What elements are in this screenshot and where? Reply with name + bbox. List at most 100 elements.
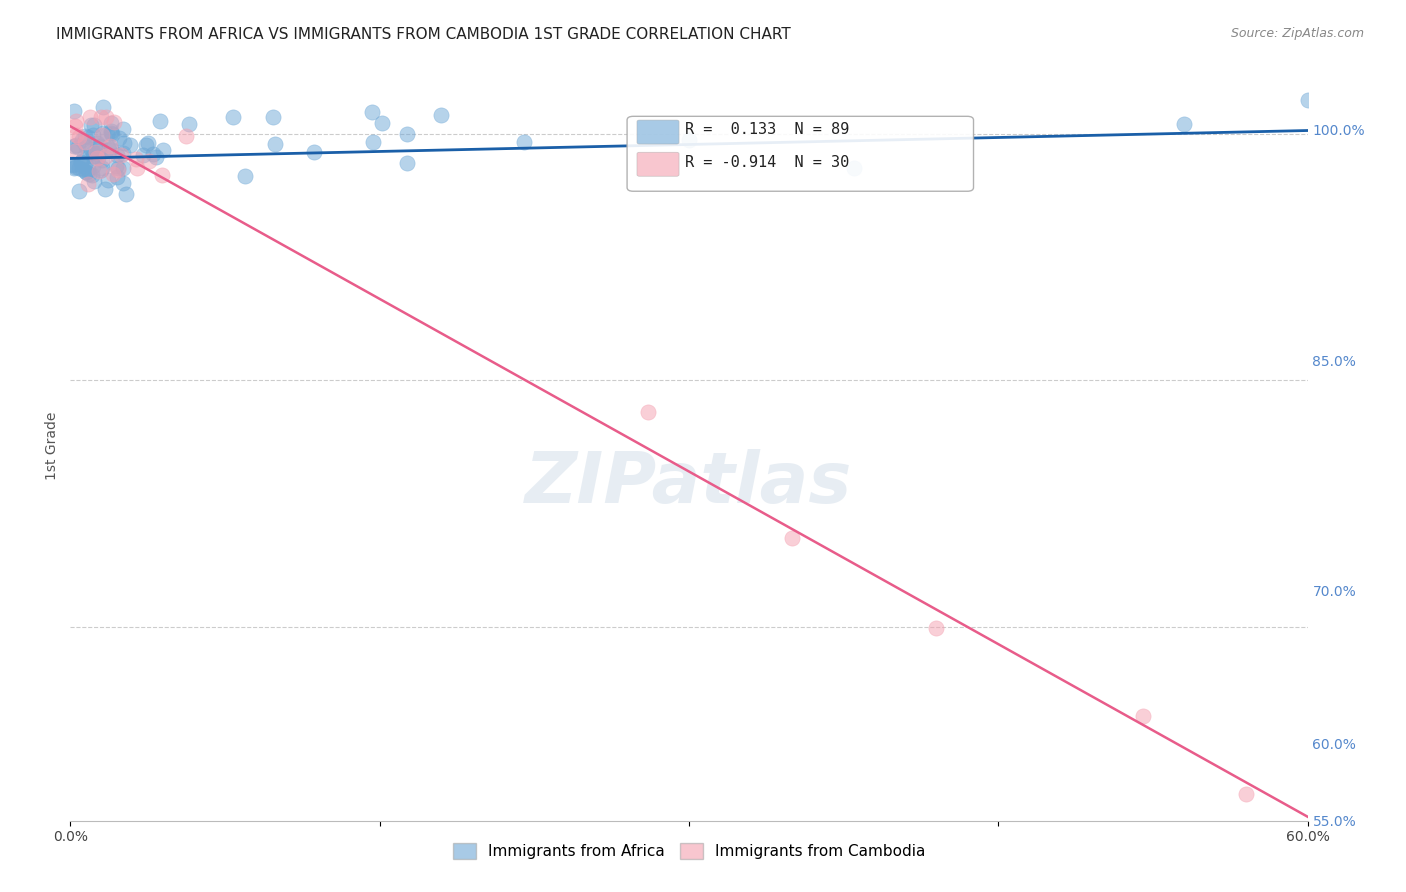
- Point: [395, 156, 418, 170]
- Point: [98, 142, 121, 156]
- Point: [65, 138, 87, 153]
- Point: [80, 143, 103, 157]
- Point: [96, 149, 118, 163]
- Point: [90, 161, 112, 176]
- Point: [65, 160, 87, 174]
- Point: [361, 105, 384, 120]
- Point: [110, 148, 132, 162]
- Point: [127, 161, 149, 175]
- Legend: Immigrants from Africa, Immigrants from Cambodia: Immigrants from Africa, Immigrants from …: [447, 838, 931, 865]
- Point: [108, 131, 131, 145]
- Point: [86, 145, 108, 159]
- Point: [179, 116, 201, 130]
- Point: [1132, 708, 1154, 723]
- Point: [111, 146, 134, 161]
- Point: [82, 168, 104, 182]
- Point: [82, 159, 104, 173]
- Point: [174, 129, 197, 144]
- Point: [77, 177, 100, 191]
- Text: ZIPatlas: ZIPatlas: [526, 449, 852, 518]
- Point: [1296, 93, 1319, 107]
- Point: [925, 621, 948, 635]
- Point: [135, 137, 157, 152]
- Point: [65, 114, 87, 128]
- Text: R = -0.914  N = 30: R = -0.914 N = 30: [685, 155, 849, 170]
- Point: [107, 147, 129, 161]
- Point: [73, 150, 96, 164]
- Point: [152, 143, 174, 157]
- Point: [842, 161, 865, 175]
- Point: [637, 405, 659, 419]
- Point: [1234, 787, 1257, 801]
- Point: [100, 126, 122, 140]
- Point: [302, 145, 325, 159]
- Point: [1173, 116, 1195, 130]
- Point: [93, 126, 115, 140]
- Point: [430, 108, 453, 122]
- Point: [107, 163, 129, 178]
- Point: [396, 127, 419, 141]
- Point: [76, 162, 98, 177]
- Point: [513, 135, 536, 149]
- Point: [100, 142, 122, 156]
- Point: [83, 174, 105, 188]
- Point: [222, 110, 245, 124]
- Point: [100, 124, 122, 138]
- Point: [77, 167, 100, 181]
- Point: [100, 116, 122, 130]
- Y-axis label: 1st Grade: 1st Grade: [45, 412, 59, 480]
- Point: [94, 182, 117, 196]
- Point: [87, 163, 110, 178]
- Point: [65, 128, 87, 143]
- Point: [112, 136, 135, 150]
- Point: [75, 139, 97, 153]
- Point: [145, 150, 167, 164]
- Point: [70, 154, 93, 169]
- Point: [73, 156, 96, 170]
- Point: [87, 140, 110, 154]
- Point: [361, 136, 384, 150]
- Point: [98, 139, 121, 153]
- Point: [67, 184, 90, 198]
- Point: [125, 152, 148, 166]
- Point: [96, 127, 118, 141]
- FancyBboxPatch shape: [637, 153, 679, 177]
- Point: [63, 119, 86, 133]
- Point: [70, 155, 93, 169]
- Point: [94, 111, 117, 125]
- Point: [90, 153, 112, 168]
- Point: [60, 157, 83, 171]
- Point: [112, 161, 135, 175]
- Point: [371, 116, 394, 130]
- Text: R =  0.133  N = 89: R = 0.133 N = 89: [685, 122, 849, 137]
- Point: [82, 149, 104, 163]
- Point: [70, 133, 93, 147]
- Point: [97, 173, 120, 187]
- Point: [118, 138, 141, 153]
- Point: [142, 146, 165, 161]
- Point: [89, 139, 111, 153]
- Point: [63, 139, 86, 153]
- Point: [67, 161, 90, 175]
- FancyBboxPatch shape: [627, 116, 973, 191]
- Point: [75, 136, 97, 150]
- Point: [63, 104, 86, 119]
- Text: Source: ZipAtlas.com: Source: ZipAtlas.com: [1230, 27, 1364, 40]
- Point: [90, 111, 112, 125]
- Point: [103, 167, 125, 181]
- Point: [83, 148, 105, 162]
- Point: [233, 169, 256, 183]
- Point: [104, 159, 127, 173]
- Point: [89, 163, 111, 178]
- Point: [75, 165, 97, 179]
- Point: [86, 136, 108, 150]
- Point: [75, 164, 97, 178]
- Point: [83, 118, 105, 132]
- FancyBboxPatch shape: [637, 120, 679, 144]
- Point: [150, 168, 173, 182]
- Point: [75, 129, 97, 144]
- Text: IMMIGRANTS FROM AFRICA VS IMMIGRANTS FROM CAMBODIA 1ST GRADE CORRELATION CHART: IMMIGRANTS FROM AFRICA VS IMMIGRANTS FRO…: [56, 27, 792, 42]
- Point: [101, 127, 124, 141]
- Point: [149, 114, 172, 128]
- Point: [67, 140, 90, 154]
